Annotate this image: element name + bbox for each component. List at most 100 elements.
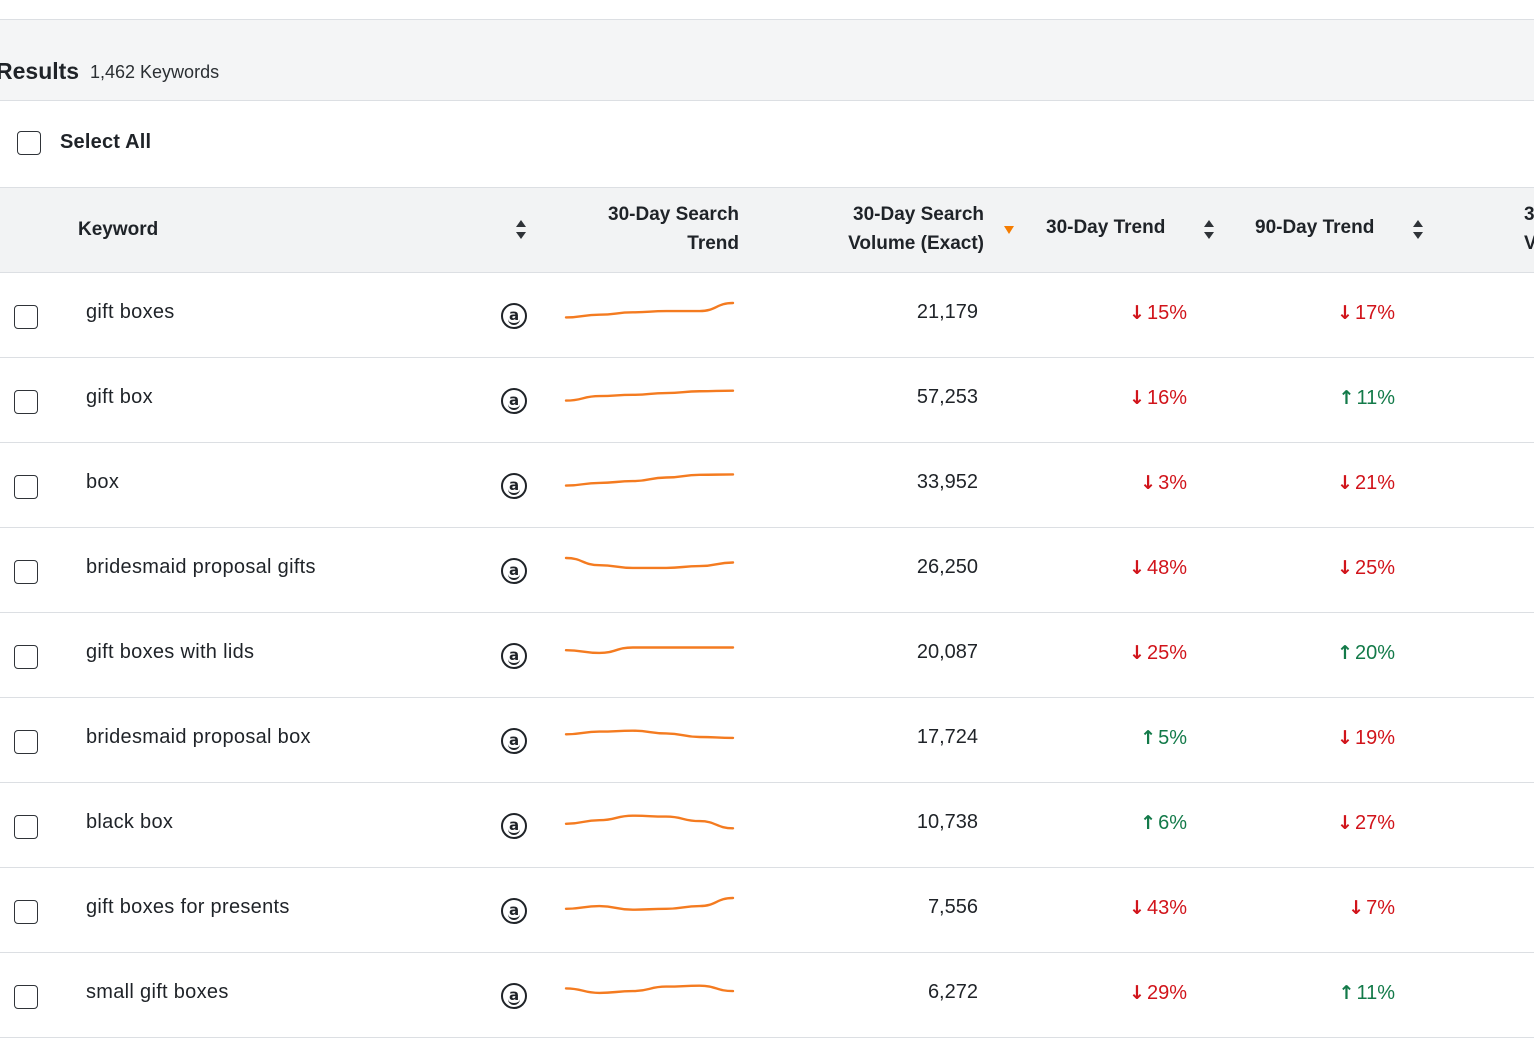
row-checkbox[interactable]	[14, 390, 38, 414]
row-checkbox[interactable]	[14, 305, 38, 329]
keyword-text[interactable]: gift boxes with lids	[86, 641, 255, 663]
trend-90-day-value: 11%	[1356, 982, 1395, 1004]
row-checkbox[interactable]	[14, 815, 38, 839]
column-header-partial[interactable]: 3 V	[1524, 204, 1534, 254]
sort-keyword-icon[interactable]	[515, 219, 527, 241]
keyword-text[interactable]: box	[86, 471, 120, 493]
keyword-text[interactable]: small gift boxes	[86, 981, 229, 1003]
trend-30-day-value: 16%	[1146, 387, 1187, 409]
sort-30-day-trend-icon[interactable]	[1203, 219, 1215, 241]
trend-30-day-value: 3%	[1158, 472, 1187, 494]
table-row[interactable]: small gift boxes a 6,272 ↓ 29% ↑ 11%	[0, 953, 1534, 1038]
keyword-text[interactable]: bridesmaid proposal box	[86, 726, 311, 748]
sparkline-path	[564, 729, 735, 740]
arrow-down-icon: ↓	[1337, 302, 1353, 324]
select-all-bar: Select All	[0, 101, 1534, 188]
amazon-icon[interactable]: a	[501, 728, 527, 754]
trend-90-day: ↑ 11%	[1255, 387, 1395, 410]
trend-90-day: ↓ 27%	[1255, 812, 1395, 835]
sparkline-path	[564, 556, 735, 570]
arrow-down-icon: ↓	[1337, 727, 1353, 749]
row-checkbox[interactable]	[14, 730, 38, 754]
results-header: Results 1,462 Keywords	[0, 20, 1534, 101]
search-volume: 57,253	[916, 386, 978, 408]
trend-90-day-value: 21%	[1354, 472, 1395, 494]
amazon-icon[interactable]: a	[501, 303, 527, 329]
amazon-icon[interactable]: a	[501, 473, 527, 499]
sort-90-day-trend-icon[interactable]	[1412, 219, 1424, 241]
keyword-text[interactable]: bridesmaid proposal gifts	[86, 556, 316, 578]
keyword-text[interactable]: gift boxes for presents	[86, 896, 290, 918]
amazon-icon[interactable]: a	[501, 898, 527, 924]
search-volume: 20,087	[916, 641, 978, 663]
row-checkbox[interactable]	[14, 900, 38, 924]
search-trend-sparkline	[564, 646, 735, 655]
row-checkbox[interactable]	[14, 645, 38, 669]
search-trend-sparkline	[564, 389, 735, 402]
table-row[interactable]: gift boxes a 21,179 ↓ 15% ↓ 17%	[0, 273, 1534, 358]
arrow-down-icon: ↓	[1337, 472, 1353, 494]
amazon-icon[interactable]: a	[501, 388, 527, 414]
trend-30-day: ↓ 3%	[1047, 472, 1187, 495]
search-volume: 26,250	[916, 556, 978, 578]
amazon-icon[interactable]: a	[501, 983, 527, 1009]
trend-90-day-value: 19%	[1354, 727, 1395, 749]
sparkline-path	[564, 389, 735, 402]
amazon-icon[interactable]: a	[501, 643, 527, 669]
table-row[interactable]: gift boxes with lids a 20,087 ↓ 25% ↑ 20%	[0, 613, 1534, 698]
search-trend-sparkline	[564, 984, 735, 995]
sparkline-path	[564, 984, 735, 995]
arrow-down-icon: ↓	[1337, 812, 1353, 834]
row-checkbox[interactable]	[14, 985, 38, 1009]
table-row[interactable]: bridesmaid proposal gifts a 26,250 ↓ 48% ↓ 25%	[0, 528, 1534, 613]
row-checkbox[interactable]	[14, 475, 38, 499]
column-header-keyword[interactable]: Keyword	[78, 219, 159, 240]
keyword-text[interactable]: black box	[86, 811, 174, 833]
trend-90-day-value: 11%	[1356, 387, 1395, 409]
trend-30-day: ↓ 15%	[1047, 302, 1187, 325]
arrow-down-icon: ↓	[1140, 472, 1157, 494]
trend-30-day: ↓ 29%	[1047, 982, 1187, 1005]
sparkline-path	[564, 301, 735, 319]
arrow-up-icon: ↑	[1338, 387, 1355, 409]
amazon-icon[interactable]: a	[501, 558, 527, 584]
arrow-up-icon: ↑	[1140, 812, 1157, 834]
sort-descending-icon[interactable]	[1004, 226, 1014, 234]
trend-30-day-value: 5%	[1158, 727, 1187, 749]
column-header-30-day-trend[interactable]: 30-Day Trend	[1046, 217, 1166, 238]
arrow-down-icon: ↓	[1129, 982, 1145, 1004]
arrow-down-icon: ↓	[1337, 557, 1353, 579]
select-all-checkbox[interactable]	[17, 131, 41, 155]
table-row[interactable]: box a 33,952 ↓ 3% ↓ 21%	[0, 443, 1534, 528]
keyword-text[interactable]: gift boxes	[86, 301, 175, 323]
column-header-search-volume[interactable]: 30-Day Search Volume (Exact)	[848, 204, 984, 254]
trend-30-day-value: 43%	[1146, 897, 1187, 919]
table-row[interactable]: black box a 10,738 ↑ 6% ↓ 27%	[0, 783, 1534, 868]
sparkline-path	[564, 814, 735, 830]
trend-30-day-value: 25%	[1146, 642, 1187, 664]
table-row[interactable]: gift box a 57,253 ↓ 16% ↑ 11%	[0, 358, 1534, 443]
trend-30-day-value: 15%	[1146, 302, 1187, 324]
column-header-search-trend[interactable]: 30-Day Search Trend	[608, 204, 739, 254]
arrow-up-icon: ↑	[1337, 642, 1353, 664]
arrow-down-icon: ↓	[1129, 557, 1145, 579]
keyword-text[interactable]: gift box	[86, 386, 153, 408]
amazon-icon[interactable]: a	[501, 813, 527, 839]
trend-30-day-value: 48%	[1146, 557, 1187, 579]
search-volume: 10,738	[916, 811, 978, 833]
table-row[interactable]: gift boxes for presents a 7,556 ↓ 43% ↓ 7%	[0, 868, 1534, 953]
trend-90-day: ↑ 11%	[1255, 982, 1395, 1005]
top-strip	[0, 0, 1534, 20]
sparkline-path	[564, 473, 735, 487]
column-header-90-day-trend[interactable]: 90-Day Trend	[1255, 217, 1375, 238]
row-checkbox[interactable]	[14, 560, 38, 584]
select-all-label[interactable]: Select All	[60, 131, 152, 153]
arrow-down-icon: ↓	[1129, 302, 1145, 324]
trend-30-day: ↓ 16%	[1047, 387, 1187, 410]
trend-30-day: ↑ 5%	[1047, 727, 1187, 750]
table-row[interactable]: bridesmaid proposal box a 17,724 ↑ 5% ↓ 19%	[0, 698, 1534, 783]
sparkline-path	[564, 646, 735, 655]
trend-30-day-value: 6%	[1158, 812, 1187, 834]
trend-90-day: ↓ 25%	[1255, 557, 1395, 580]
arrow-down-icon: ↓	[1129, 897, 1145, 919]
